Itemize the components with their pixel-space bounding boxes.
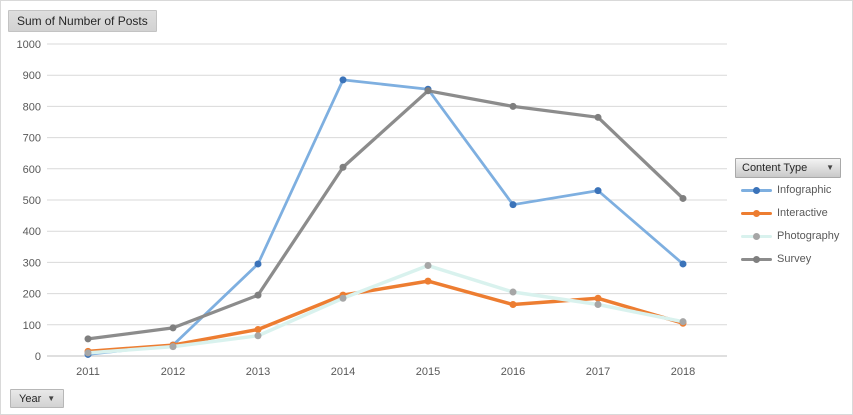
- y-axis-tick-label: 500: [23, 195, 41, 207]
- series-line-survey: [86, 89, 685, 341]
- legend-swatch: [741, 254, 772, 264]
- data-point-survey-2014: [339, 163, 347, 171]
- data-point-infographic-2014: [339, 76, 347, 84]
- value-field-button[interactable]: Sum of Number of Posts: [8, 10, 157, 32]
- legend-label: Interactive: [777, 207, 828, 219]
- axis-field-label: Year: [19, 392, 42, 405]
- series-line-interactive: [86, 279, 685, 354]
- chevron-down-icon: ▼: [47, 393, 56, 403]
- data-point-infographic-2016: [509, 201, 517, 209]
- data-point-interactive-2013: [254, 325, 262, 333]
- data-point-interactive-2016: [509, 301, 517, 309]
- y-axis-tick-label: 800: [23, 101, 41, 113]
- data-point-photography-2016: [509, 288, 517, 296]
- value-field-label: Sum of Number of Posts: [17, 14, 148, 28]
- y-axis-tick-label: 200: [23, 289, 41, 301]
- data-point-interactive-2017: [594, 294, 602, 302]
- x-axis-tick-label: 2014: [331, 366, 355, 378]
- data-point-photography-2013: [254, 332, 262, 340]
- data-point-photography-2014: [339, 294, 347, 302]
- x-axis-tick-label: 2015: [416, 366, 440, 378]
- data-point-survey-2015: [424, 87, 432, 95]
- x-axis-tick-label: 2013: [246, 366, 270, 378]
- y-axis-tick-label: 100: [23, 320, 41, 332]
- data-point-infographic-2017: [594, 187, 602, 195]
- y-axis-tick-label: 700: [23, 133, 41, 145]
- data-point-photography-2017: [594, 301, 602, 309]
- y-axis-tick-label: 600: [23, 164, 41, 176]
- y-axis-tick-label: 900: [23, 70, 41, 82]
- legend-item-interactive[interactable]: Interactive: [735, 202, 849, 224]
- data-point-survey-2018: [679, 194, 687, 202]
- data-point-photography-2018: [679, 318, 687, 326]
- legend-field-label: Content Type: [742, 162, 808, 174]
- data-point-photography-2015: [424, 262, 432, 270]
- data-point-infographic-2018: [679, 260, 687, 268]
- data-point-photography-2011: [84, 349, 92, 357]
- series-line-photography: [86, 263, 685, 355]
- legend-item-photography[interactable]: Photography: [735, 225, 849, 247]
- x-axis-tick-label: 2011: [76, 366, 100, 378]
- legend-label: Survey: [777, 253, 812, 265]
- data-point-survey-2017: [594, 113, 602, 121]
- data-point-survey-2011: [84, 335, 92, 343]
- axis-field-button[interactable]: Year ▼: [10, 389, 65, 408]
- legend-field-button[interactable]: Content Type ▼: [735, 158, 841, 178]
- data-point-survey-2016: [509, 102, 517, 110]
- series-line-infographic: [86, 78, 685, 356]
- data-point-infographic-2013: [254, 260, 262, 268]
- x-axis-tick-label: 2017: [586, 366, 610, 378]
- legend-label: Infographic: [777, 184, 832, 196]
- legend-label: Photography: [777, 230, 840, 242]
- y-axis-tick-label: 300: [23, 257, 41, 269]
- y-axis-tick-label: 0: [35, 351, 41, 363]
- legend-item-infographic[interactable]: Infographic: [735, 179, 849, 201]
- x-axis-tick-label: 2018: [671, 366, 695, 378]
- legend-item-survey[interactable]: Survey: [735, 248, 849, 270]
- data-point-interactive-2015: [424, 277, 432, 285]
- x-axis-tick-label: 2012: [161, 366, 185, 378]
- y-axis-tick-label: 1000: [17, 39, 41, 51]
- legend-swatch: [741, 185, 772, 195]
- chevron-down-icon: ▼: [826, 163, 834, 172]
- chart-legend: Content Type ▼ Infographic Interactive P…: [735, 158, 849, 270]
- legend-swatch: [741, 208, 772, 218]
- data-point-survey-2012: [169, 324, 177, 332]
- data-point-photography-2012: [169, 343, 177, 351]
- x-axis-tick-label: 2016: [501, 366, 525, 378]
- y-axis-tick-label: 400: [23, 226, 41, 238]
- legend-swatch: [741, 231, 772, 241]
- data-point-survey-2013: [254, 291, 262, 299]
